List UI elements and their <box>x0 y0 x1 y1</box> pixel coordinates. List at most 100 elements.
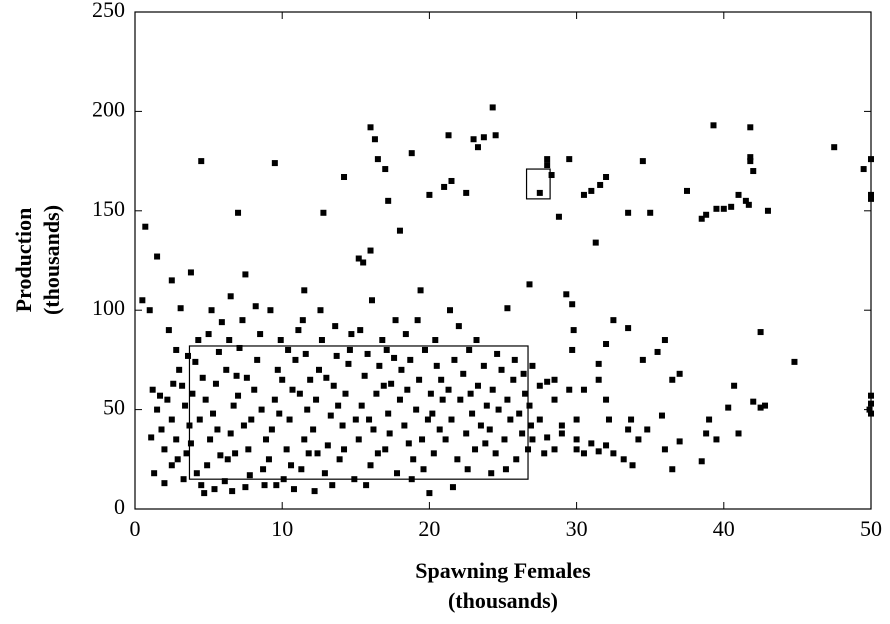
point <box>654 348 661 355</box>
point <box>158 426 165 433</box>
point <box>161 480 168 487</box>
y-tick-label: 0 <box>114 494 125 519</box>
point <box>179 382 186 389</box>
point <box>647 209 654 216</box>
point <box>639 356 646 363</box>
point <box>489 386 496 393</box>
point <box>480 362 487 369</box>
point <box>265 456 272 463</box>
point <box>750 168 757 175</box>
point <box>750 398 757 405</box>
point <box>273 482 280 489</box>
point <box>625 426 632 433</box>
point <box>317 307 324 314</box>
point <box>355 436 362 443</box>
point <box>199 374 206 381</box>
point <box>661 446 668 453</box>
point <box>139 297 146 304</box>
point <box>366 416 373 423</box>
point <box>301 436 308 443</box>
point <box>285 346 292 353</box>
point <box>661 337 668 344</box>
point <box>472 446 479 453</box>
point <box>516 410 523 417</box>
point <box>324 442 331 449</box>
point <box>198 482 205 489</box>
point <box>603 174 610 181</box>
point <box>290 486 297 493</box>
point <box>382 446 389 453</box>
point <box>168 277 175 284</box>
point <box>279 376 286 383</box>
point <box>212 380 219 387</box>
point <box>301 287 308 294</box>
point <box>358 402 365 409</box>
point <box>424 416 431 423</box>
point <box>235 209 242 216</box>
point <box>555 213 562 220</box>
point <box>526 402 533 409</box>
point <box>332 323 339 330</box>
point <box>401 422 408 429</box>
point <box>201 490 208 497</box>
point <box>868 400 874 407</box>
point <box>168 462 175 469</box>
point <box>363 482 370 489</box>
point <box>460 370 467 377</box>
point <box>791 358 798 365</box>
point <box>346 346 353 353</box>
y-axis-label: (thousands) <box>39 205 64 315</box>
point <box>747 158 754 165</box>
point <box>316 366 322 373</box>
point <box>263 436 270 443</box>
point <box>229 488 236 495</box>
point <box>235 392 242 399</box>
point <box>441 183 448 190</box>
point <box>610 317 617 324</box>
point <box>380 382 387 389</box>
point <box>541 450 548 457</box>
point <box>361 372 368 379</box>
point <box>410 456 417 463</box>
point <box>477 422 484 429</box>
point <box>398 366 405 373</box>
point <box>868 156 874 163</box>
point <box>289 386 296 393</box>
point <box>329 482 336 489</box>
point <box>635 436 642 443</box>
point <box>257 331 264 338</box>
point <box>482 440 489 447</box>
point <box>494 350 501 357</box>
point <box>417 287 424 294</box>
point <box>536 189 543 196</box>
point <box>370 426 377 433</box>
point <box>573 446 580 453</box>
point <box>445 132 452 139</box>
point <box>710 122 717 129</box>
point <box>149 386 156 393</box>
point <box>868 195 874 202</box>
point <box>280 476 287 483</box>
point <box>336 456 343 463</box>
point <box>764 207 771 214</box>
point <box>504 396 511 403</box>
point <box>731 382 738 389</box>
point <box>184 352 191 359</box>
point <box>747 154 754 161</box>
point <box>404 386 411 393</box>
point <box>489 104 496 111</box>
point <box>304 406 311 413</box>
point <box>486 426 493 433</box>
point <box>720 205 727 212</box>
point <box>427 390 434 397</box>
point <box>713 436 720 443</box>
point <box>299 317 306 324</box>
point <box>620 456 627 463</box>
point <box>463 430 470 437</box>
x-tick-label: 30 <box>566 516 588 541</box>
point <box>151 470 158 477</box>
point <box>570 327 577 334</box>
point <box>644 426 651 433</box>
point <box>345 360 352 367</box>
point <box>684 187 690 194</box>
